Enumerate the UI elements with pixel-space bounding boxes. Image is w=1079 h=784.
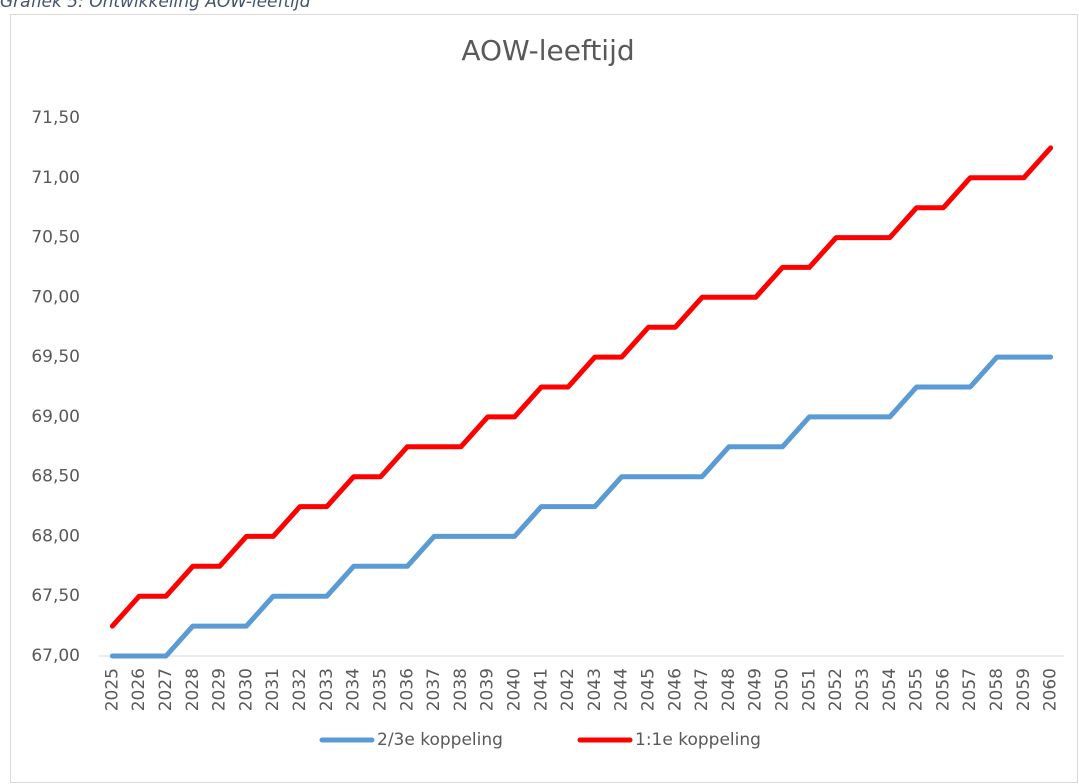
y-tick-label: 68,50 xyxy=(31,467,80,487)
chart-title: AOW-leeftijd xyxy=(461,34,634,67)
x-tick-label: 2044 xyxy=(612,668,632,711)
x-tick-label: 2039 xyxy=(478,668,498,711)
y-tick-label: 71,00 xyxy=(31,168,80,188)
y-tick-label: 69,00 xyxy=(31,407,80,427)
y-tick-label: 67,00 xyxy=(31,646,80,666)
y-tick-label: 69,50 xyxy=(31,347,80,367)
x-tick-label: 2025 xyxy=(102,668,122,711)
x-tick-label: 2058 xyxy=(987,668,1007,711)
series-line xyxy=(109,354,1054,659)
x-tick-label: 2031 xyxy=(263,668,283,711)
y-tick-label: 67,50 xyxy=(31,586,80,606)
x-tick-label: 2027 xyxy=(156,668,176,711)
x-tick-label: 2038 xyxy=(451,668,471,711)
x-tick-label: 2055 xyxy=(907,668,927,711)
chart-frame xyxy=(10,14,1078,783)
x-tick-label: 2030 xyxy=(236,668,256,711)
x-tick-label: 2037 xyxy=(424,668,444,711)
legend-label: 1:1e koppeling xyxy=(635,730,761,750)
x-tick-label: 2060 xyxy=(1041,668,1061,711)
x-tick-label: 2051 xyxy=(799,668,819,711)
y-tick-label: 70,00 xyxy=(31,287,80,307)
y-tick-label: 70,50 xyxy=(31,228,80,248)
x-tick-label: 2054 xyxy=(880,668,900,711)
x-tick-label: 2040 xyxy=(504,668,524,711)
x-tick-label: 2048 xyxy=(719,668,739,711)
y-tick-label: 71,50 xyxy=(31,108,80,128)
x-tick-label: 2033 xyxy=(317,668,337,711)
legend-label: 2/3e koppeling xyxy=(377,730,503,750)
x-tick-label: 2035 xyxy=(370,668,390,711)
x-tick-label: 2028 xyxy=(183,668,203,711)
x-tick-label: 2032 xyxy=(290,668,310,711)
x-tick-label: 2041 xyxy=(531,668,551,711)
x-tick-label: 2043 xyxy=(585,668,605,711)
x-tick-label: 2034 xyxy=(344,668,364,711)
x-tick-label: 2053 xyxy=(853,668,873,711)
x-tick-label: 2029 xyxy=(210,668,230,711)
x-tick-label: 2052 xyxy=(826,668,846,711)
x-tick-label: 2045 xyxy=(639,668,659,711)
x-tick-label: 2059 xyxy=(1014,668,1034,711)
x-tick-label: 2046 xyxy=(665,668,685,711)
y-tick-label: 68,00 xyxy=(31,526,80,546)
x-tick-label: 2042 xyxy=(558,668,578,711)
x-tick-label: 2036 xyxy=(397,668,417,711)
x-tick-label: 2026 xyxy=(129,668,149,711)
series-line xyxy=(109,145,1054,629)
caption: Grafiek 5: Ontwikkeling AOW-leeftijd xyxy=(0,0,311,12)
x-tick-label: 2050 xyxy=(773,668,793,711)
x-tick-label: 2056 xyxy=(933,668,953,711)
x-tick-label: 2047 xyxy=(692,668,712,711)
x-tick-label: 2057 xyxy=(960,668,980,711)
x-tick-label: 2049 xyxy=(746,668,766,711)
